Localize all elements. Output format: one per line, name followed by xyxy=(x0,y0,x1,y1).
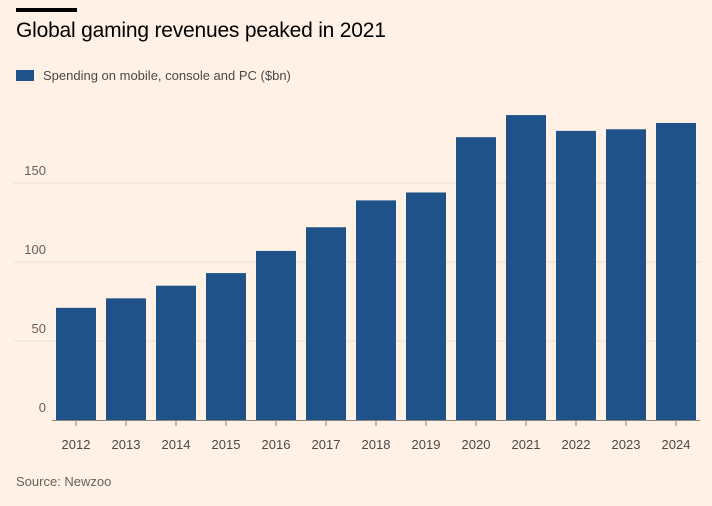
bar-2015 xyxy=(206,273,246,420)
bar-2017 xyxy=(306,227,346,420)
bar-2023 xyxy=(606,129,646,420)
x-tick-label: 2015 xyxy=(212,437,241,452)
bars xyxy=(56,115,696,421)
bar-2014 xyxy=(156,285,196,420)
legend-swatch xyxy=(16,70,34,81)
axes: 0 50 100 150 2012 2013 2014 2015 2016 2017 2018 201… xyxy=(24,163,700,452)
x-tick-label: 2023 xyxy=(612,437,641,452)
bar-2016 xyxy=(256,250,296,420)
title-accent-rule xyxy=(16,8,77,12)
bar-2018 xyxy=(356,200,396,420)
x-tick-label: 2018 xyxy=(362,437,391,452)
x-tick-label: 2012 xyxy=(62,437,91,452)
source-note: Source: Newzoo xyxy=(16,474,112,489)
bar-2019 xyxy=(406,192,446,420)
bar-2024 xyxy=(656,122,696,421)
x-tick-label: 2017 xyxy=(312,437,341,452)
bar-2020 xyxy=(456,137,496,420)
y-tick-label: 50 xyxy=(32,321,46,336)
x-tick-label: 2016 xyxy=(262,437,291,452)
bar-2022 xyxy=(556,130,596,421)
bar-2012 xyxy=(56,307,96,420)
x-tick-label: 2019 xyxy=(412,437,441,452)
x-tick-label: 2020 xyxy=(462,437,491,452)
chart-title: Global gaming revenues peaked in 2021 xyxy=(16,19,386,42)
y-tick-label: 100 xyxy=(24,242,46,257)
x-tick-label: 2021 xyxy=(512,437,541,452)
x-tick-label: 2024 xyxy=(662,437,691,452)
legend: Spending on mobile, console and PC ($bn) xyxy=(16,68,291,83)
bar-2021 xyxy=(506,115,546,420)
bar-2013 xyxy=(106,298,146,420)
x-tick-label: 2014 xyxy=(162,437,191,452)
x-tick-label: 2013 xyxy=(112,437,141,452)
y-tick-label: 150 xyxy=(24,163,46,178)
x-tick-label: 2022 xyxy=(562,437,591,452)
legend-label: Spending on mobile, console and PC ($bn) xyxy=(43,68,291,83)
y-tick-label: 0 xyxy=(39,400,46,415)
